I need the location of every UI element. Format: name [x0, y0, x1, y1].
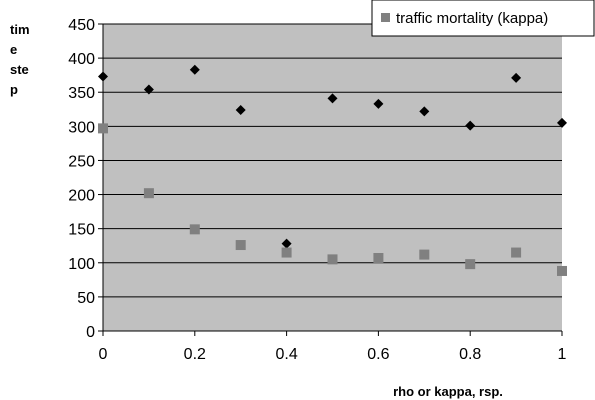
y-tick-label: 150	[68, 222, 95, 239]
legend: traffic mortality (kappa)	[371, 0, 595, 37]
x-axis-ticks: 0 0.2 0.4 0.6 0.8 1	[99, 331, 567, 363]
y-tick-label: 100	[68, 256, 95, 273]
diamond-marker	[557, 117, 567, 128]
square-marker	[98, 123, 108, 134]
diamond-marker	[98, 71, 108, 82]
square-marker	[281, 247, 292, 258]
diamond-marker	[327, 93, 338, 104]
square-marker	[419, 249, 430, 260]
diamond-marker	[465, 120, 476, 131]
x-tick-label: 0.2	[184, 346, 206, 363]
data-markers	[98, 64, 567, 276]
square-marker	[557, 265, 567, 276]
diamond-marker	[419, 106, 430, 117]
y-tick-label: 50	[77, 290, 95, 307]
diamond-marker	[235, 104, 246, 115]
legend-swatch-square-marker	[381, 13, 390, 22]
y-tick-label: 400	[68, 51, 95, 68]
y-axis-ticks: 0 50 100 150 200 250 300 350 400 450	[68, 17, 103, 341]
y-axis-title-line-3: ste	[10, 62, 29, 77]
square-marker	[235, 240, 246, 251]
x-tick-label: 0.6	[367, 346, 389, 363]
square-marker	[143, 188, 154, 199]
y-tick-label: 200	[68, 188, 95, 205]
y-axis-title-line-4: p	[10, 82, 18, 97]
x-axis-title: rho or kappa, rsp.	[393, 384, 503, 399]
diamond-marker	[189, 64, 200, 75]
y-tick-label: 350	[68, 85, 95, 102]
y-tick-label: 0	[86, 324, 95, 341]
y-axis-title-line-2: e	[10, 42, 17, 57]
x-tick-label: 0.8	[459, 346, 481, 363]
gridlines	[103, 23, 562, 298]
y-tick-label: 250	[68, 153, 95, 170]
legend-entry-label: traffic mortality (kappa)	[396, 10, 548, 27]
y-axis-title-line-1: tim	[10, 22, 30, 37]
square-marker	[189, 224, 200, 235]
y-tick-label: 300	[68, 119, 95, 136]
diamond-marker	[511, 72, 522, 83]
plot-area	[103, 24, 562, 331]
legend-box	[371, 0, 595, 37]
diamond-marker	[373, 98, 384, 109]
x-tick-label: 1	[558, 346, 567, 363]
square-marker	[465, 259, 476, 270]
square-marker	[373, 253, 384, 264]
x-tick-label: 0	[99, 346, 108, 363]
diamond-marker	[281, 238, 292, 249]
diamond-marker	[143, 84, 154, 95]
square-marker	[511, 247, 522, 258]
x-tick-label: 0.4	[275, 346, 297, 363]
y-tick-label: 450	[68, 17, 95, 34]
square-marker	[327, 254, 338, 265]
